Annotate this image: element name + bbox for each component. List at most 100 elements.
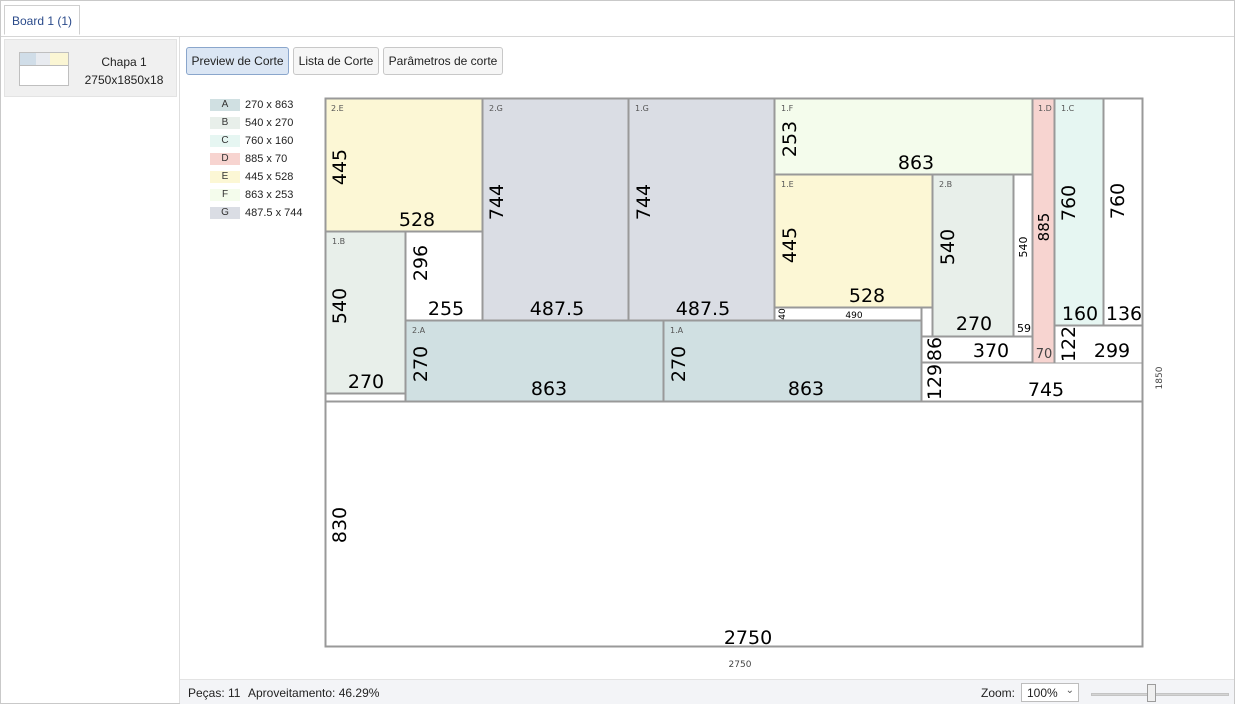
part-2A[interactable]	[405, 320, 664, 402]
waste-width-label: 59	[1017, 322, 1031, 335]
waste-height-label: 296	[410, 245, 432, 281]
part-width-label: 270	[956, 313, 992, 335]
waste-height-label: 122	[1058, 326, 1080, 362]
zoom-label: Zoom:	[981, 686, 1016, 700]
waste-area	[921, 362, 1143, 402]
legend-size: 487.5 x 744	[245, 207, 303, 219]
part-height-label: 253	[779, 121, 801, 157]
chevron-down-icon: ⌄	[1065, 685, 1074, 696]
part-height-label: 445	[329, 149, 351, 185]
board-length-label: 2750	[729, 660, 752, 670]
waste-area	[1013, 174, 1033, 337]
zoom-value: 100%	[1027, 686, 1058, 700]
zoom-slider-thumb[interactable]	[1147, 684, 1156, 702]
zoom-select[interactable]: 100% ⌄	[1021, 683, 1079, 702]
part-2E[interactable]	[325, 98, 483, 232]
part-width-label: 270	[348, 371, 384, 393]
part-width-label: 487.5	[530, 298, 584, 320]
part-height-label: 760	[1058, 185, 1080, 221]
part-id-label: 1.E	[781, 180, 794, 189]
part-2G[interactable]	[482, 98, 629, 321]
part-id-label: 2.G	[489, 104, 503, 113]
legend-swatch: E	[210, 171, 240, 183]
part-height-label: 885	[1035, 213, 1053, 242]
part-1C[interactable]	[1054, 98, 1104, 326]
part-width-label: 70	[1036, 347, 1053, 362]
part-height-label: 270	[410, 346, 432, 382]
part-width-label: 863	[898, 152, 934, 174]
part-id-label: 1.A	[670, 326, 684, 335]
part-width-label: 863	[531, 378, 567, 400]
legend-swatch: C	[210, 135, 240, 147]
part-height-label: 270	[668, 346, 690, 382]
part-2B[interactable]	[932, 174, 1014, 337]
waste-height-label: 86	[924, 337, 946, 361]
part-width-label: 528	[399, 209, 435, 231]
part-id-label: 2.A	[412, 326, 426, 335]
legend-swatch: A	[210, 99, 240, 111]
cutting-diagram: 2.E 528 445 2.G 487.5 744 1.G 487.5 744 …	[324, 97, 1165, 670]
legend-size: 863 x 253	[245, 189, 294, 201]
parametros-de-corte-button[interactable]: Parâmetros de corte	[383, 47, 503, 75]
part-1A[interactable]	[663, 320, 922, 402]
legend-swatch: B	[210, 117, 240, 129]
waste-width-label: 490	[845, 311, 862, 321]
waste-area	[325, 401, 1143, 647]
waste-area	[405, 231, 483, 321]
board-tab-strip: Board 1 (1)	[1, 1, 1234, 37]
waste-height-label: 129	[924, 364, 946, 400]
board-dimensions: 2750x1850x18	[84, 73, 164, 87]
part-id-label: 1.D	[1038, 104, 1052, 113]
yield-percentage: Aproveitamento: 46.29%	[248, 686, 380, 700]
legend-swatch: F	[210, 189, 240, 201]
board-name: Chapa 1	[101, 55, 147, 69]
part-1G[interactable]	[628, 98, 775, 321]
part-width-label: 160	[1062, 303, 1098, 325]
pieces-count: Peças: 11	[188, 686, 241, 700]
part-id-label: 1.C	[1061, 104, 1075, 113]
tab-board-1[interactable]: Board 1 (1)	[4, 5, 80, 35]
board-list-item[interactable]: Chapa 1 2750x1850x18	[4, 39, 177, 97]
legend-swatch: G	[210, 207, 240, 219]
part-height-label: 445	[779, 227, 801, 263]
waste-width-label: 299	[1094, 340, 1130, 362]
board-width-label: 1850	[1155, 366, 1165, 389]
waste-width-label: 255	[428, 298, 464, 320]
zoom-slider-track[interactable]	[1091, 693, 1229, 696]
waste-height-label: 40	[778, 308, 788, 320]
legend-swatch: D	[210, 153, 240, 165]
part-id-label: 1.F	[781, 104, 794, 113]
board-thumbnail	[19, 52, 69, 86]
part-height-label: 744	[633, 184, 655, 220]
part-height-label: 540	[937, 229, 959, 265]
waste-area	[774, 307, 922, 321]
lista-de-corte-button[interactable]: Lista de Corte	[293, 47, 379, 75]
part-id-label: 1.B	[332, 237, 345, 246]
part-width-label: 487.5	[676, 298, 730, 320]
board-list: Chapa 1 2750x1850x18	[1, 37, 180, 703]
waste-area	[325, 393, 406, 402]
waste-width-label: 136	[1106, 303, 1142, 325]
legend-size: 760 x 160	[245, 135, 294, 147]
waste-height-label: 540	[1017, 237, 1030, 258]
status-bar: Peças: 11 Aproveitamento: 46.29% Zoom: 1…	[180, 679, 1234, 704]
part-1E[interactable]	[774, 174, 933, 308]
waste-width-label: 745	[1028, 379, 1064, 401]
legend-size: 270 x 863	[245, 99, 294, 111]
waste-width-label: 370	[973, 340, 1009, 362]
part-width-label: 863	[788, 378, 824, 400]
part-height-label: 540	[329, 288, 351, 324]
part-id-label: 2.B	[939, 180, 952, 189]
part-width-label: 528	[849, 285, 885, 307]
legend-size: 885 x 70	[245, 153, 288, 165]
part-1B[interactable]	[325, 231, 406, 394]
part-id-label: 1.G	[635, 104, 649, 113]
waste-height-label: 760	[1107, 183, 1129, 219]
preview-de-corte-button[interactable]: Preview de Corte	[186, 47, 289, 75]
part-1F[interactable]	[774, 98, 1033, 175]
waste-area	[1054, 325, 1143, 364]
waste-area	[1103, 98, 1143, 326]
waste-area	[921, 336, 1033, 363]
waste-height-label: 830	[329, 507, 351, 543]
